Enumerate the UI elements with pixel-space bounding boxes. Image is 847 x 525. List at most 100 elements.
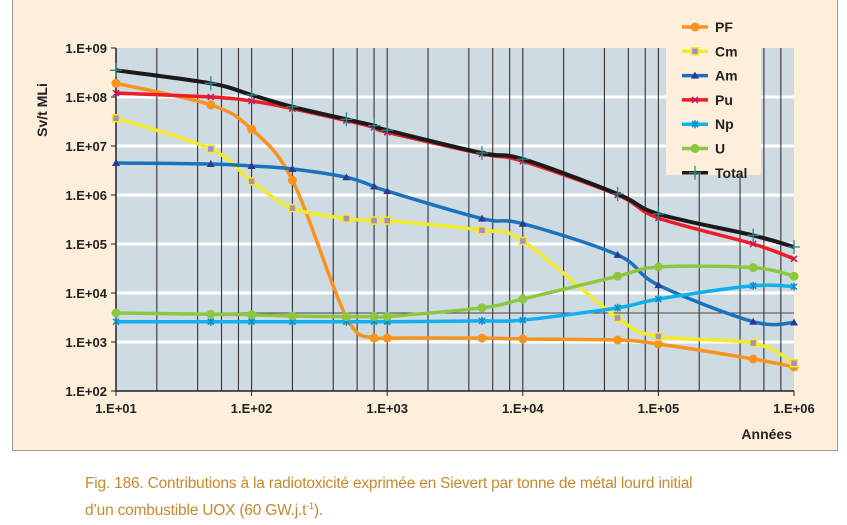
x-tick-label: 1.E+06 <box>773 401 815 416</box>
caption-line-2-text: d’un combustible UOX (60 GW.j.t <box>85 502 307 520</box>
y-tick-label: 1.E+04 <box>65 286 107 301</box>
data-point-cm <box>206 144 216 154</box>
data-point-am <box>613 250 622 258</box>
data-point-total <box>204 76 217 91</box>
data-point-pf <box>748 354 758 364</box>
x-tick-label: 1.E+03 <box>366 401 408 416</box>
data-point-pf <box>247 124 257 134</box>
data-point-total <box>110 63 122 78</box>
data-point-cm <box>288 203 297 213</box>
data-point-u <box>287 311 297 321</box>
legend-label-pu: Pu <box>715 92 733 108</box>
data-point-u <box>111 308 121 318</box>
legend-marker-np <box>691 120 699 129</box>
data-point-total <box>476 146 488 160</box>
data-point-u <box>477 303 487 313</box>
data-point-u <box>341 312 351 322</box>
y-tick-label: 1.E+05 <box>65 237 107 252</box>
data-point-np <box>790 282 798 291</box>
data-point-u <box>206 309 216 319</box>
x-axis-label: Années <box>741 426 792 442</box>
data-point-pu <box>112 89 120 97</box>
data-point-total <box>381 123 394 138</box>
data-point-u <box>518 294 528 304</box>
caption-line-2: d’un combustible UOX (60 GW.j.t-1). <box>85 495 825 522</box>
data-point-am <box>654 281 663 289</box>
legend-label-np: Np <box>715 116 734 132</box>
data-point-np <box>519 316 527 325</box>
legend-label-u: U <box>715 141 725 157</box>
x-tick-label: 1.E+02 <box>231 401 273 416</box>
x-tick-label: 1.E+01 <box>95 401 137 416</box>
data-point-am <box>790 318 798 326</box>
data-point-u <box>369 312 379 322</box>
data-point-am <box>206 160 215 167</box>
data-point-u <box>247 310 257 320</box>
data-point-am <box>478 214 486 222</box>
legend-marker-u <box>690 144 700 153</box>
data-point-total <box>652 207 665 221</box>
data-point-np <box>478 316 486 325</box>
figure-caption: Fig. 186. Contributions à la radiotoxici… <box>85 472 825 522</box>
data-point-u <box>653 262 663 272</box>
data-point-pu <box>790 255 798 263</box>
y-tick-label: 1.E+06 <box>65 188 107 203</box>
y-tick-label: 1.E+03 <box>65 335 107 350</box>
data-point-pf <box>382 333 392 343</box>
data-point-u <box>613 271 623 281</box>
data-point-cm <box>111 113 121 123</box>
data-point-total <box>245 88 258 102</box>
y-tick-label: 1.E+02 <box>65 384 107 399</box>
data-point-total <box>788 240 800 254</box>
data-point-am <box>247 162 256 169</box>
caption-line-2-end: ). <box>313 502 323 520</box>
data-point-cm <box>613 313 622 323</box>
data-point-cm <box>382 216 392 225</box>
legend-label-am: Am <box>715 68 738 84</box>
data-point-np <box>614 303 622 312</box>
legend-marker-pu <box>691 96 699 104</box>
data-point-am <box>342 173 351 181</box>
data-point-np <box>749 281 757 290</box>
data-point-pf <box>287 175 297 185</box>
data-point-pf <box>206 100 216 110</box>
radiotoxicity-chart: 1.E+09 1.E+08 1.E+07 1.E+06 1.E+05 1.E+04 1.E+… <box>34 8 815 442</box>
data-point-np <box>654 295 662 304</box>
legend-marker-pf <box>690 22 700 32</box>
y-tick-label: 1.E+08 <box>65 90 107 105</box>
data-point-np <box>112 317 120 326</box>
data-point-am <box>112 159 120 166</box>
data-point-am <box>749 317 758 325</box>
data-point-np <box>207 317 215 326</box>
data-point-cm <box>789 358 799 368</box>
data-point-pf <box>653 339 663 349</box>
caption-superscript: -1 <box>306 501 314 511</box>
data-point-pf <box>518 334 528 344</box>
data-point-u <box>748 263 758 273</box>
data-point-am <box>288 165 297 172</box>
legend-marker-cm <box>690 47 700 56</box>
data-point-cm <box>247 177 256 186</box>
legend <box>666 8 761 175</box>
data-point-cm <box>748 338 758 348</box>
data-point-cm <box>342 214 351 223</box>
data-point-cm <box>477 226 487 235</box>
data-point-pf <box>111 78 121 88</box>
data-point-total <box>611 187 624 201</box>
data-point-pf <box>369 333 379 343</box>
data-point-cm <box>654 332 663 341</box>
data-point-total <box>516 152 529 167</box>
y-tick-label: 1.E+09 <box>65 41 107 56</box>
data-point-total <box>340 112 353 127</box>
x-tick-label: 1.E+05 <box>638 401 680 416</box>
data-point-pu <box>207 93 215 101</box>
data-point-pf <box>613 335 623 345</box>
legend-marker-total <box>689 165 701 180</box>
data-point-total <box>747 228 760 243</box>
legend-label-total: Total <box>715 165 747 181</box>
data-point-cm <box>369 216 379 225</box>
x-tick-label: 1.E+04 <box>502 401 544 416</box>
data-point-pu <box>749 240 757 248</box>
legend-marker-am <box>691 71 699 79</box>
data-point-cm <box>518 236 528 246</box>
